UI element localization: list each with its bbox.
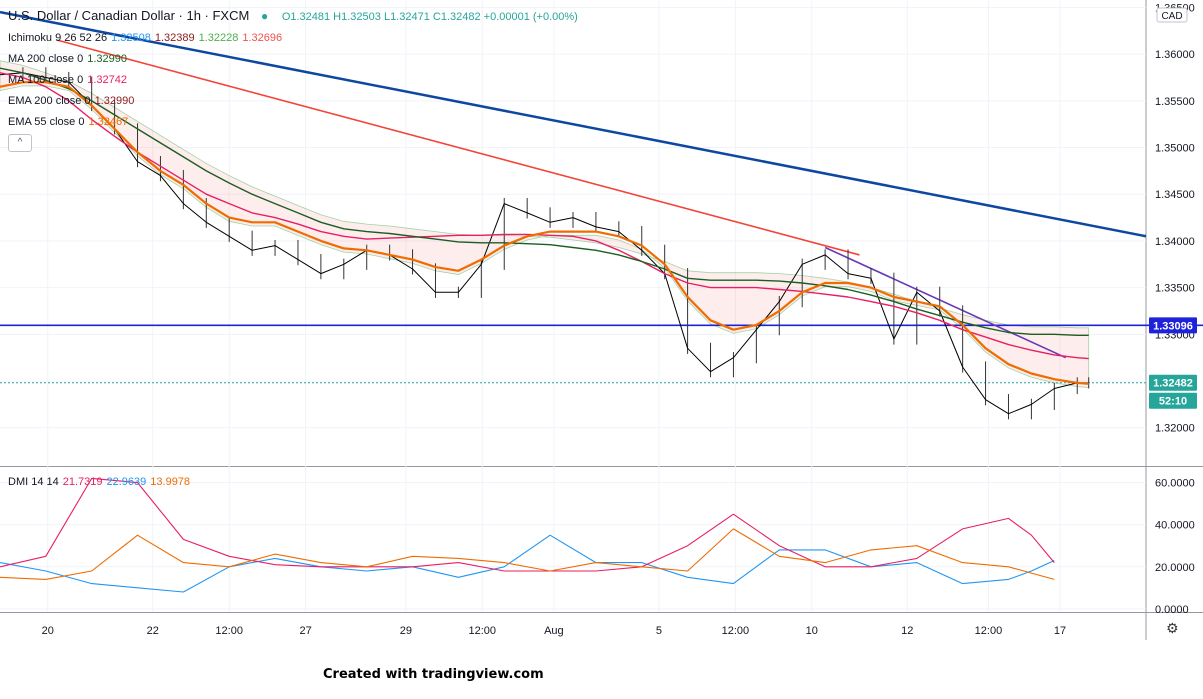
- indicator-legend-3[interactable]: EMA 200 close 0 1.32990: [8, 95, 138, 107]
- purple-trendline: [824, 246, 1067, 359]
- price-tick-label: 1.34000: [1155, 236, 1195, 248]
- time-axis-label: 12:00: [468, 625, 496, 637]
- indicator-legend-1[interactable]: MA 200 close 0 1.32990: [8, 53, 131, 65]
- indicator-label: EMA 200 close 0: [8, 95, 91, 107]
- symbol-title[interactable]: U.S. Dollar / Canadian Dollar · 1h · FXC…: [8, 8, 250, 23]
- dmi-legend[interactable]: DMI 14 14 21.7319 22.9639 13.9978: [8, 476, 194, 488]
- dmi-value: 22.9639: [106, 476, 147, 488]
- price-close-line: [0, 72, 1089, 415]
- countdown-label-bg: [1149, 392, 1197, 409]
- indicator-value: 1.32508: [111, 32, 151, 44]
- time-axis-label: 12: [901, 625, 913, 637]
- currency-badge: CAD: [1161, 11, 1182, 22]
- time-axis-label: 12:00: [975, 625, 1003, 637]
- blue-trendline: [0, 10, 1147, 238]
- price-tick-label: 1.35000: [1155, 143, 1195, 155]
- time-axis-label: 12:00: [215, 625, 243, 637]
- dmi-tick-label: 0.0000: [1155, 604, 1189, 616]
- market-status-icon: ●: [260, 9, 269, 23]
- indicator-label: MA 200 close 0: [8, 53, 84, 65]
- collapse-legend-button[interactable]: ^: [8, 134, 32, 152]
- indicator-label: MA 100 close 0: [8, 74, 84, 86]
- indicator-legend-2[interactable]: MA 100 close 0 1.32742: [8, 74, 131, 86]
- dmi-dmi-line: [0, 534, 1055, 593]
- indicator-value: 1.32467: [88, 116, 129, 128]
- ohlc-values: O1.32481 H1.32503 L1.32471 C1.32482 +0.0…: [281, 11, 578, 23]
- dmi-label: DMI 14 14: [8, 476, 59, 488]
- dmi-tick-label: 60.0000: [1155, 478, 1195, 490]
- dmi-tick-label: 40.0000: [1155, 520, 1195, 532]
- indicator-value: 1.32228: [198, 32, 239, 44]
- time-axis-label: 10: [806, 625, 818, 637]
- dmi-value: 21.7319: [62, 476, 103, 488]
- footer-credit: Created with tradingview.com: [323, 667, 544, 682]
- ma100-line: [0, 72, 1089, 360]
- price-tick-label: 1.33500: [1155, 283, 1195, 295]
- current-price-label-bg: [1149, 374, 1197, 391]
- current-price-label: 1.32482: [1153, 378, 1193, 390]
- time-axis-label: Aug: [544, 625, 564, 637]
- price-tick-label: 1.35500: [1155, 96, 1195, 108]
- dmi-tick-label: 20.0000: [1155, 562, 1195, 574]
- price-tick-label: 1.34500: [1155, 189, 1195, 201]
- time-axis-label: 5: [656, 625, 662, 637]
- indicator-value: 1.32990: [94, 95, 135, 107]
- time-axis-label: 12:00: [722, 625, 750, 637]
- indicator-label: EMA 55 close 0: [8, 116, 85, 128]
- symbol-legend[interactable]: U.S. Dollar / Canadian Dollar · 1h · FXC…: [8, 8, 582, 23]
- dmi-adx-line: [0, 528, 1055, 580]
- ma200-line: [0, 67, 1089, 336]
- price-tick-label: 1.32000: [1155, 423, 1195, 435]
- indicator-legend-0[interactable]: Ichimoku 9 26 52 26 1.32508 1.32389 1.32228…: [8, 32, 286, 44]
- countdown-label: 52:10: [1159, 396, 1187, 408]
- indicator-value: 1.32389: [154, 32, 195, 44]
- indicator-value: 1.32696: [242, 32, 283, 44]
- time-axis-label: 20: [42, 625, 54, 637]
- price-tick-label: 1.36000: [1155, 49, 1195, 61]
- time-axis-label: 17: [1054, 625, 1066, 637]
- horizontal-level-label-bg: [1149, 317, 1197, 334]
- horizontal-level-label: 1.33096: [1153, 320, 1193, 332]
- gear-icon[interactable]: ⚙: [1166, 620, 1179, 636]
- dmi-value: 13.9978: [150, 476, 191, 488]
- indicator-value: 1.32990: [87, 53, 127, 65]
- time-axis-label: 27: [300, 625, 312, 637]
- currency-badge-box: [1156, 7, 1188, 23]
- time-axis-label: 22: [147, 625, 159, 637]
- indicator-value: 1.32742: [87, 74, 127, 86]
- red-trendline: [57, 39, 860, 256]
- indicator-legend-4[interactable]: EMA 55 close 0 1.32467: [8, 116, 132, 128]
- ema55-line: [0, 81, 1089, 385]
- time-axis-label: 29: [400, 625, 412, 637]
- indicator-label: Ichimoku 9 26 52 26: [8, 32, 108, 44]
